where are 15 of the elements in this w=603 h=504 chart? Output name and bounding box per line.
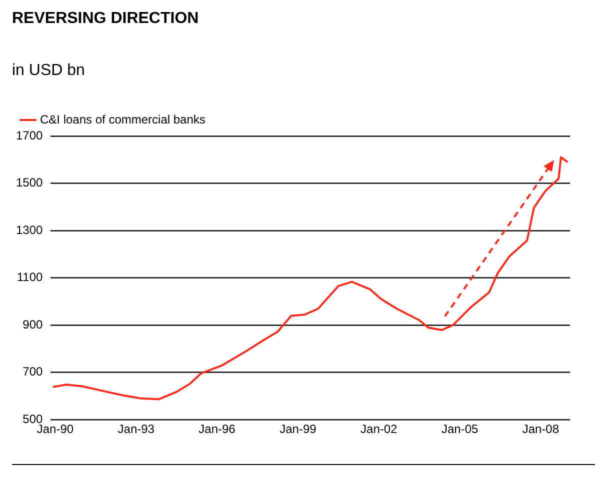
y-tick-label: 1700 (16, 128, 44, 142)
x-tick-label: Jan-93 (118, 422, 155, 436)
y-tick-label: 700 (22, 364, 44, 379)
x-tick-label: Jan-05 (441, 422, 478, 436)
chart-title: REVERSING DIRECTION (12, 10, 199, 28)
legend-label: C&I loans of commercial banks (40, 112, 206, 126)
y-tick-label: 1500 (16, 176, 44, 190)
y-tick-label: 900 (22, 317, 44, 332)
x-tick-label: Jan-96 (198, 422, 236, 436)
x-tick-label: Jan-99 (280, 422, 317, 436)
x-tick-label: Jan-02 (360, 422, 398, 436)
chart-subtitle: in USD bn (12, 62, 85, 80)
y-tick-label: 1300 (16, 222, 44, 237)
y-tick-label: 1100 (16, 270, 44, 284)
x-tick-label: Jan-08 (522, 422, 560, 436)
